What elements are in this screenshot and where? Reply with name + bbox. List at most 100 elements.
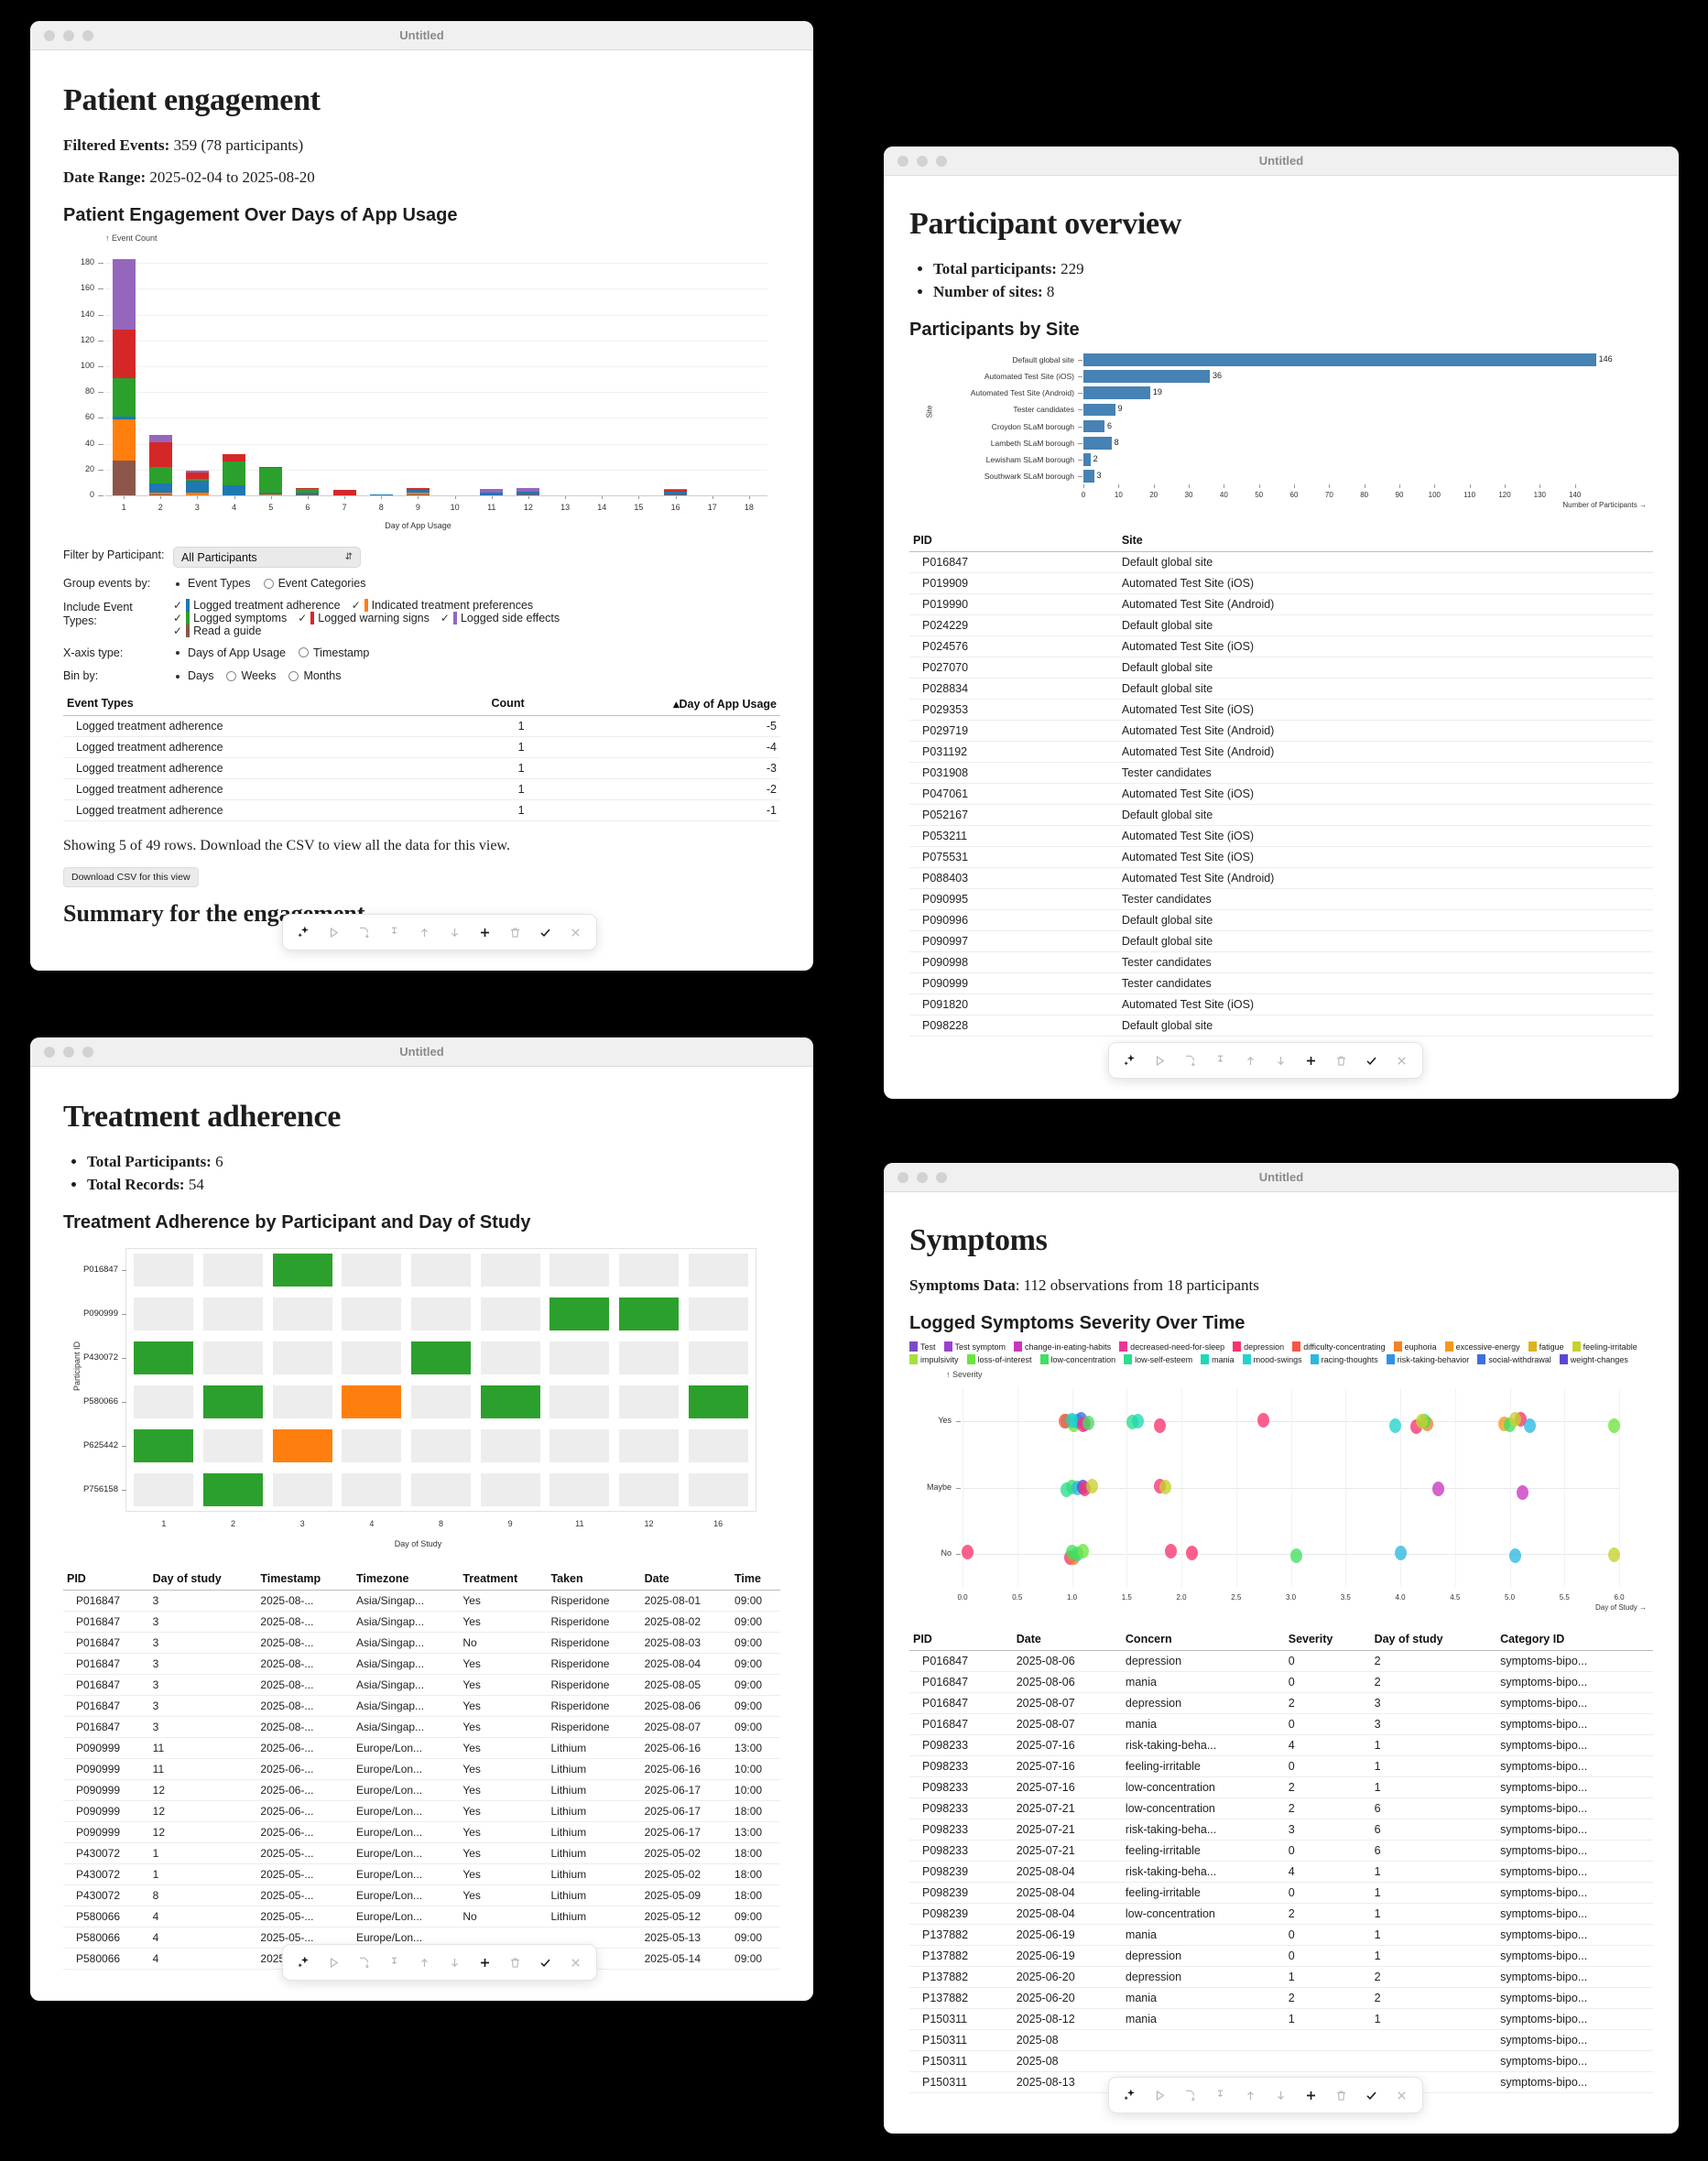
accept-icon[interactable] bbox=[530, 1948, 560, 1978]
table-header-row[interactable]: PID Date Concern Severity Day of study Catego… bbox=[909, 1629, 1653, 1651]
symptom-severity-scatter[interactable]: Yes Maybe No 0.0 0.5 1.0 1.5 2.0 2.5 3.0 3.5 4.0 4.5… bbox=[909, 1381, 1647, 1614]
heatmap-cell[interactable] bbox=[273, 1254, 332, 1287]
table-row[interactable]: P090996 Default global site bbox=[909, 910, 1653, 931]
bar-segment[interactable] bbox=[223, 485, 245, 495]
heatmap-cell[interactable] bbox=[411, 1473, 471, 1506]
heatmap-cell[interactable] bbox=[549, 1473, 609, 1506]
move-down-icon[interactable] bbox=[1266, 1046, 1296, 1076]
group-option-event-categories[interactable]: Event Categories bbox=[264, 577, 366, 590]
delete-cell-icon[interactable] bbox=[500, 918, 530, 948]
scatter-point[interactable] bbox=[1132, 1414, 1144, 1428]
column-header-timestamp[interactable]: Timestamp bbox=[256, 1569, 353, 1591]
bin-option-weeks[interactable]: Weeks bbox=[226, 669, 276, 682]
table-row[interactable]: P430072 1 2025-05-... Europe/Lon... Yes Lithi… bbox=[63, 1864, 780, 1885]
bar-segment[interactable] bbox=[186, 481, 209, 493]
close-icon[interactable] bbox=[1387, 1046, 1417, 1076]
maximize-window-button[interactable] bbox=[936, 1172, 947, 1183]
heatmap-cell[interactable] bbox=[481, 1298, 540, 1330]
legend-item-change-in-eating-habits[interactable]: change-in-eating-habits bbox=[1014, 1341, 1111, 1352]
table-row[interactable]: P430072 1 2025-05-... Europe/Lon... Yes Lithi… bbox=[63, 1843, 780, 1864]
legend-item-low-self-esteem[interactable]: low-self-esteem bbox=[1124, 1354, 1192, 1364]
heatmap-cell[interactable] bbox=[689, 1254, 748, 1287]
scatter-point[interactable] bbox=[1077, 1544, 1089, 1558]
bar-segment[interactable] bbox=[296, 488, 319, 489]
heatmap-cell[interactable] bbox=[203, 1429, 263, 1462]
table-row[interactable]: Logged treatment adherence 1 -5 bbox=[63, 715, 780, 736]
heatmap-cell[interactable] bbox=[134, 1385, 193, 1418]
scatter-point[interactable] bbox=[1389, 1418, 1401, 1433]
bar-segment[interactable] bbox=[407, 488, 430, 491]
legend-item-depression[interactable]: depression bbox=[1233, 1341, 1284, 1352]
traffic-lights[interactable] bbox=[30, 30, 93, 41]
participants-by-site-chart[interactable]: Default global site 146 Automated Test Sit… bbox=[909, 348, 1647, 508]
column-header-taken[interactable]: Taken bbox=[547, 1569, 640, 1591]
table-row[interactable]: P137882 2025-06-20 mania 2 2 symptoms-bipo... bbox=[909, 1988, 1653, 2009]
participants-table[interactable]: PID Site P016847 Default global site P01990… bbox=[909, 530, 1653, 1037]
close-window-button[interactable] bbox=[898, 1172, 908, 1183]
heatmap-cell[interactable] bbox=[203, 1473, 263, 1506]
column-header-day-of-app-usage[interactable]: ▴Day of App Usage bbox=[528, 693, 780, 716]
heatmap-cell[interactable] bbox=[619, 1254, 679, 1287]
legend-item-risk-taking-behavior[interactable]: risk-taking-behavior bbox=[1387, 1354, 1470, 1364]
bar-segment[interactable] bbox=[296, 493, 319, 494]
legend-item-loss-of-interest[interactable]: loss-of-interest bbox=[967, 1354, 1032, 1364]
heatmap-cell[interactable] bbox=[134, 1298, 193, 1330]
add-cell-icon[interactable] bbox=[470, 918, 500, 948]
heatmap-cell[interactable] bbox=[203, 1341, 263, 1374]
scatter-point[interactable] bbox=[1517, 1485, 1528, 1500]
bar-segment[interactable] bbox=[186, 472, 209, 479]
heatmap-cell[interactable] bbox=[549, 1298, 609, 1330]
legend-item-feeling-irritable[interactable]: feeling-irritable bbox=[1572, 1341, 1637, 1352]
xaxis-option-timestamp[interactable]: Timestamp bbox=[299, 646, 369, 659]
run-below-icon[interactable] bbox=[349, 1948, 379, 1978]
table-row[interactable]: P016847 3 2025-08-... Asia/Singap... No Rispe… bbox=[63, 1633, 780, 1654]
table-row[interactable]: P150311 2025-08 symptoms-bipo... bbox=[909, 2051, 1653, 2072]
table-row[interactable]: P58006642025-05-...Europe/Lon...NoLithiu… bbox=[63, 1906, 780, 1928]
engagement-data-table[interactable]: Event Types Count ▴Day of App Usage Logged… bbox=[63, 693, 780, 821]
heatmap-cell[interactable] bbox=[619, 1473, 679, 1506]
heatmap-cell[interactable] bbox=[273, 1429, 332, 1462]
accept-icon[interactable] bbox=[1356, 1046, 1387, 1076]
table-row[interactable]: Logged treatment adherence 1 -2 bbox=[63, 778, 780, 799]
bar-segment[interactable] bbox=[149, 493, 172, 494]
table-row[interactable]: P090999 Tester candidates bbox=[909, 973, 1653, 994]
move-up-icon[interactable] bbox=[1235, 1046, 1266, 1076]
table-row[interactable]: P016847 3 2025-08-... Asia/Singap... Yes Risp… bbox=[63, 1591, 780, 1612]
scatter-point[interactable] bbox=[1086, 1479, 1098, 1493]
legend-item-difficulty-concentrating[interactable]: difficulty-concentrating bbox=[1292, 1341, 1385, 1352]
table-row[interactable]: P016847 3 2025-08-... Asia/Singap... Yes Risp… bbox=[63, 1696, 780, 1717]
bar-segment[interactable] bbox=[223, 454, 245, 462]
legend-item-weight-changes[interactable]: weight-changes bbox=[1560, 1354, 1628, 1364]
traffic-lights[interactable] bbox=[884, 156, 947, 167]
close-window-button[interactable] bbox=[44, 1047, 55, 1058]
column-header-concern[interactable]: Concern bbox=[1122, 1629, 1285, 1651]
bar-segment[interactable] bbox=[149, 435, 172, 442]
pin-icon[interactable] bbox=[1205, 1046, 1235, 1076]
scatter-point[interactable] bbox=[1066, 1545, 1078, 1559]
close-icon[interactable] bbox=[560, 918, 591, 948]
traffic-lights[interactable] bbox=[884, 1172, 947, 1183]
table-row[interactable]: P091820 Automated Test Site (iOS) bbox=[909, 994, 1653, 1015]
table-row[interactable]: P016847 2025-08-07 mania 0 3 symptoms-bipo... bbox=[909, 1714, 1653, 1735]
column-header-day-of-study[interactable]: Day of study bbox=[1371, 1629, 1497, 1651]
column-header-date[interactable]: Date bbox=[641, 1569, 731, 1591]
download-csv-button[interactable]: Download CSV for this view bbox=[63, 867, 199, 887]
close-window-button[interactable] bbox=[44, 30, 55, 41]
table-row[interactable]: P098228 Default global site bbox=[909, 1015, 1653, 1037]
bar-segment[interactable] bbox=[149, 442, 172, 467]
site-bar[interactable] bbox=[1083, 404, 1115, 417]
table-row[interactable]: P098233 2025-07-16 low-concentration 2 1 symp… bbox=[909, 1777, 1653, 1798]
table-row[interactable]: P016847 3 2025-08-... Asia/Singap... Yes Risp… bbox=[63, 1612, 780, 1633]
site-bar[interactable] bbox=[1083, 437, 1112, 450]
heatmap-cell[interactable] bbox=[689, 1429, 748, 1462]
bar-segment[interactable] bbox=[259, 467, 282, 468]
table-row[interactable]: P027070 Default global site bbox=[909, 657, 1653, 679]
adherence-heatmap[interactable]: P016847 P090999 P430072 P580066 P625442 P7561… bbox=[63, 1243, 773, 1536]
column-header-day-of-study[interactable]: Day of study bbox=[149, 1569, 257, 1591]
accept-icon[interactable] bbox=[1356, 2080, 1387, 2111]
legend-item-racing-thoughts[interactable]: racing-thoughts bbox=[1311, 1354, 1378, 1364]
legend-item-euphoria[interactable]: euphoria bbox=[1394, 1341, 1437, 1352]
legend-item-impulsivity[interactable]: impulsivity bbox=[909, 1354, 959, 1364]
window-treatment-adherence[interactable]: Untitled Treatment adherence Total Parti… bbox=[30, 1037, 813, 2001]
table-row[interactable]: P098233 2025-07-21 feeling-irritable 0 6 symp… bbox=[909, 1841, 1653, 1862]
